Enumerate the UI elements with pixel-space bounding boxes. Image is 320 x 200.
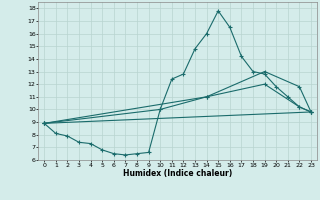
X-axis label: Humidex (Indice chaleur): Humidex (Indice chaleur) (123, 169, 232, 178)
